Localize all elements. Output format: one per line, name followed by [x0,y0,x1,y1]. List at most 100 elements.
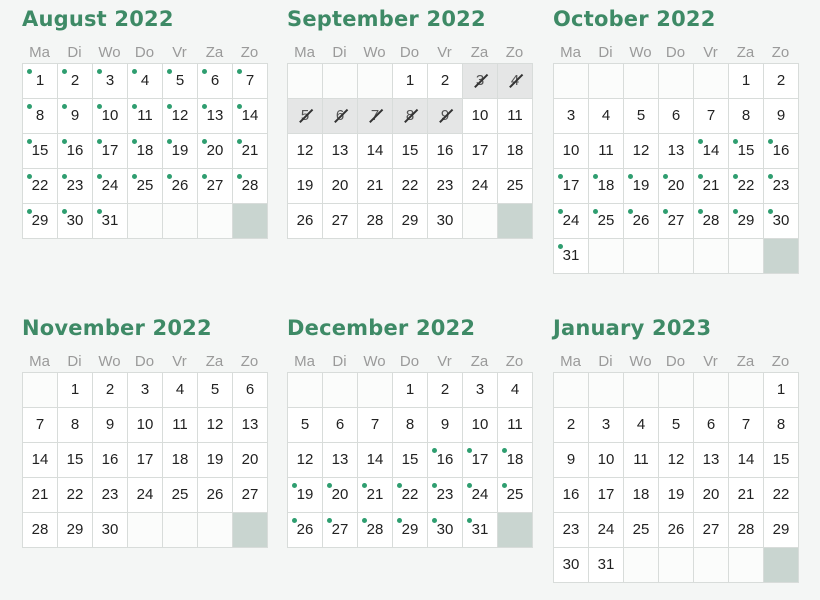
day-cell[interactable]: 19 [659,478,694,513]
day-cell[interactable]: 28 [23,513,58,548]
day-cell[interactable]: 11 [163,408,198,443]
day-cell[interactable]: 29 [764,513,799,548]
day-cell[interactable]: 2 [554,408,589,443]
day-cell[interactable]: 19 [288,478,323,513]
day-cell[interactable]: 3 [554,99,589,134]
day-cell[interactable]: 8 [764,408,799,443]
day-cell[interactable]: 15 [393,443,428,478]
day-cell[interactable]: 27 [323,513,358,548]
day-cell[interactable]: 2 [58,64,93,99]
day-cell[interactable]: 16 [764,134,799,169]
day-cell[interactable]: 31 [93,204,128,239]
day-cell[interactable]: 30 [554,548,589,583]
day-cell[interactable]: 28 [358,204,393,239]
day-cell[interactable]: 11 [498,99,533,134]
day-cell[interactable]: 29 [393,204,428,239]
day-cell[interactable]: 9 [58,99,93,134]
day-cell[interactable]: 3 [128,373,163,408]
day-cell[interactable]: 1 [393,64,428,99]
day-cell[interactable]: 3 [463,373,498,408]
day-cell[interactable]: 12 [163,99,198,134]
day-cell[interactable]: 18 [498,134,533,169]
day-cell[interactable]: 4 [128,64,163,99]
day-cell[interactable]: 15 [764,443,799,478]
day-cell[interactable]: 4 [589,99,624,134]
day-cell[interactable]: 30 [93,513,128,548]
day-cell[interactable]: 25 [624,513,659,548]
day-cell[interactable]: 14 [358,134,393,169]
day-cell[interactable]: 22 [23,169,58,204]
day-cell[interactable]: 17 [554,169,589,204]
day-cell[interactable]: 21 [233,134,268,169]
day-cell[interactable]: 6 [694,408,729,443]
day-cell[interactable]: 2 [428,64,463,99]
day-cell[interactable]: 17 [128,443,163,478]
day-cell[interactable]: 18 [589,169,624,204]
day-cell[interactable]: 14 [23,443,58,478]
day-cell[interactable]: 23 [428,169,463,204]
day-cell[interactable]: 22 [393,169,428,204]
day-cell[interactable]: 28 [358,513,393,548]
day-cell[interactable]: 8 [393,408,428,443]
day-cell[interactable]: 5 [198,373,233,408]
day-cell[interactable]: 31 [554,239,589,274]
day-cell[interactable]: 1 [23,64,58,99]
day-cell[interactable]: 4 [498,373,533,408]
day-cell[interactable]: 19 [288,169,323,204]
day-cell[interactable]: 26 [288,204,323,239]
day-cell[interactable]: 5 [659,408,694,443]
day-cell[interactable]: 20 [233,443,268,478]
day-cell[interactable]: 13 [694,443,729,478]
day-cell[interactable]: 12 [659,443,694,478]
day-cell[interactable]: 12 [288,134,323,169]
day-cell[interactable]: 18 [498,443,533,478]
day-cell[interactable]: 21 [694,169,729,204]
day-cell[interactable]: 25 [128,169,163,204]
day-cell[interactable]: 31 [589,548,624,583]
day-cell[interactable]: 13 [323,134,358,169]
day-cell[interactable]: 9 [764,99,799,134]
day-cell[interactable]: 1 [764,373,799,408]
day-cell[interactable]: 29 [729,204,764,239]
day-cell[interactable]: 9 [554,443,589,478]
day-cell[interactable]: 23 [428,478,463,513]
day-cell[interactable]: 10 [589,443,624,478]
day-cell[interactable]: 2 [428,373,463,408]
day-cell[interactable]: 12 [198,408,233,443]
day-cell[interactable]: 11 [589,134,624,169]
day-cell[interactable]: 23 [764,169,799,204]
day-cell[interactable]: 14 [694,134,729,169]
day-cell[interactable]: 26 [659,513,694,548]
day-cell[interactable]: 14 [233,99,268,134]
day-cell[interactable]: 27 [323,204,358,239]
day-cell[interactable]: 16 [58,134,93,169]
day-cell[interactable]: 27 [198,169,233,204]
day-cell[interactable]: 17 [463,134,498,169]
day-cell[interactable]: 26 [163,169,198,204]
day-cell[interactable]: 20 [659,169,694,204]
day-cell[interactable]: 27 [233,478,268,513]
day-cell[interactable]: 21 [358,478,393,513]
day-cell[interactable]: 6 [198,64,233,99]
day-cell[interactable]: 20 [198,134,233,169]
day-cell[interactable]: 16 [428,443,463,478]
day-cell[interactable]: 7 [23,408,58,443]
day-cell[interactable]: 22 [58,478,93,513]
day-cell[interactable]: 6 [323,408,358,443]
day-cell[interactable]: 24 [554,204,589,239]
day-cell[interactable]: 6 [233,373,268,408]
day-cell[interactable]: 29 [393,513,428,548]
day-cell[interactable]: 30 [58,204,93,239]
day-cell[interactable]: 14 [358,443,393,478]
day-cell[interactable]: 7 [729,408,764,443]
day-cell[interactable]: 17 [589,478,624,513]
day-cell[interactable]: 13 [659,134,694,169]
day-cell[interactable]: 3 [589,408,624,443]
day-cell[interactable]: 29 [23,204,58,239]
day-cell[interactable]: 10 [554,134,589,169]
day-cell[interactable]: 13 [233,408,268,443]
day-cell[interactable]: 20 [694,478,729,513]
day-cell[interactable]: 22 [393,478,428,513]
day-cell[interactable]: 12 [624,134,659,169]
day-cell[interactable]: 26 [288,513,323,548]
